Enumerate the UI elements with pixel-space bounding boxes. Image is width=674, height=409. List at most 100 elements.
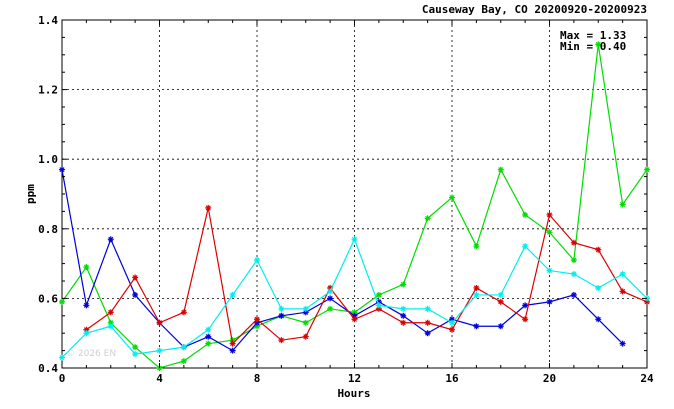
- data-point: [132, 274, 139, 281]
- data-point: [107, 236, 114, 243]
- data-point: [302, 319, 309, 326]
- data-point: [570, 271, 577, 278]
- data-point: [278, 312, 285, 319]
- y-axis-label: ppm: [24, 184, 37, 204]
- data-point: [546, 211, 553, 218]
- y-tick-label: 1.0: [38, 153, 58, 166]
- data-point: [595, 246, 602, 253]
- data-point: [302, 305, 309, 312]
- data-point: [497, 291, 504, 298]
- data-point: [449, 326, 455, 333]
- data-point: [595, 316, 602, 323]
- data-point: [424, 319, 431, 326]
- data-point: [619, 288, 626, 295]
- min-value-label: Min = 0.40: [560, 40, 626, 53]
- data-point: [449, 194, 455, 201]
- data-point: [205, 333, 212, 340]
- data-point: [619, 201, 626, 208]
- x-tick-label: 4: [156, 372, 163, 385]
- data-point: [205, 326, 212, 333]
- data-point: [229, 291, 236, 298]
- data-point: [570, 257, 577, 264]
- data-point: [302, 333, 309, 340]
- data-point: [473, 291, 480, 298]
- data-point: [473, 284, 480, 291]
- data-point: [595, 284, 602, 291]
- data-point: [59, 298, 65, 305]
- data-point: [400, 312, 407, 319]
- y-tick-label: 0.8: [38, 223, 58, 236]
- data-point: [59, 166, 65, 173]
- series-line: [86, 207, 648, 345]
- data-point: [449, 319, 455, 326]
- series-line: [61, 169, 624, 352]
- x-tick-label: 20: [543, 372, 556, 385]
- data-point: [473, 243, 480, 250]
- chart-title: Causeway Bay, CO 20200920-20200923: [422, 3, 647, 16]
- data-point: [132, 351, 139, 358]
- data-point: [522, 316, 529, 323]
- data-point: [351, 236, 358, 243]
- data-point: [522, 302, 529, 309]
- data-point: [83, 264, 90, 271]
- data-point: [254, 316, 260, 323]
- data-point: [619, 271, 626, 278]
- data-point: [522, 243, 529, 250]
- series-1: [59, 166, 626, 354]
- data-point: [254, 257, 260, 264]
- x-tick-label: 12: [348, 372, 361, 385]
- data-point: [107, 309, 114, 316]
- data-point: [107, 323, 114, 330]
- data-point: [424, 330, 431, 337]
- data-point: [327, 288, 334, 295]
- data-point: [83, 330, 90, 337]
- data-point: [497, 166, 504, 173]
- data-point: [205, 340, 212, 347]
- x-tick-label: 16: [445, 372, 459, 385]
- data-point: [229, 340, 236, 347]
- data-point: [424, 305, 431, 312]
- data-point: [400, 319, 407, 326]
- data-point: [570, 291, 577, 298]
- data-point: [546, 229, 553, 236]
- data-point: [644, 166, 650, 173]
- x-tick-label: 8: [254, 372, 261, 385]
- data-point: [400, 305, 407, 312]
- series-3: [59, 236, 650, 361]
- data-point: [156, 319, 163, 326]
- data-point: [619, 340, 626, 347]
- data-point: [400, 281, 407, 288]
- y-tick-label: 1.4: [38, 14, 58, 27]
- data-point: [497, 323, 504, 330]
- series-layer: [59, 41, 650, 371]
- data-point: [497, 298, 504, 305]
- data-point: [473, 323, 480, 330]
- data-point: [327, 295, 334, 302]
- data-point: [180, 309, 187, 316]
- x-tick-label: 0: [59, 372, 66, 385]
- y-tick-label: 0.4: [38, 362, 58, 375]
- data-point: [522, 211, 529, 218]
- data-point: [375, 291, 382, 298]
- max-value-label: Max = 1.33: [560, 29, 626, 42]
- data-point: [595, 41, 602, 48]
- data-point: [546, 267, 553, 274]
- x-tick-label: 24: [640, 372, 654, 385]
- data-point: [180, 344, 187, 351]
- data-point: [424, 215, 431, 222]
- data-point: [546, 298, 553, 305]
- data-point: [180, 358, 187, 365]
- data-point: [132, 291, 139, 298]
- data-point: [375, 302, 382, 309]
- data-point: [156, 347, 163, 354]
- data-point: [59, 354, 65, 361]
- axes: 0 4 8 12 16 20 24 0.4 0.6 0.8 1.0 1.2 1.4: [38, 14, 654, 385]
- data-point: [132, 344, 139, 351]
- data-point: [327, 305, 334, 312]
- data-point: [570, 239, 577, 246]
- x-axis-label: Hours: [337, 387, 370, 400]
- data-point: [205, 204, 212, 211]
- watermark: © 2026 EN: [66, 349, 116, 359]
- data-point: [351, 316, 358, 323]
